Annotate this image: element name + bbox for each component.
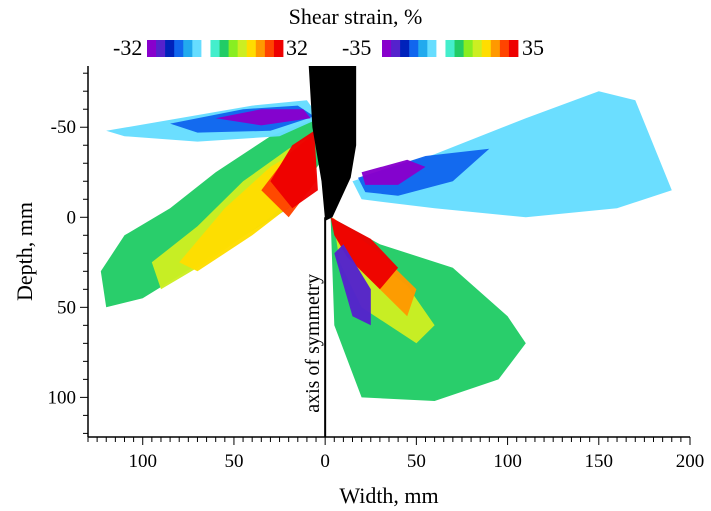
x-tick-label: 100 — [493, 451, 522, 472]
colorbar-0-swatch-8 — [219, 40, 229, 57]
chart-title: Shear strain, % — [288, 4, 423, 29]
colorbar-0-swatch-12 — [255, 40, 266, 57]
colorbar-1-swatch-14 — [508, 40, 519, 57]
y-tick-label: 50 — [57, 297, 76, 318]
colorbar-1-swatch-0 — [382, 40, 392, 57]
colorbar-1-swatch-10 — [472, 40, 483, 57]
colorbar-1-swatch-12 — [490, 40, 501, 57]
x-tick-label: 200 — [676, 451, 705, 472]
colorbar-1-swatch-13 — [499, 40, 510, 57]
x-tick-label: 150 — [585, 451, 614, 472]
colorbar-1-swatch-1 — [391, 40, 401, 57]
colorbar-1-swatch-3 — [409, 40, 419, 57]
colorbar-0-swatch-13 — [264, 40, 275, 57]
strain-zone-right-half-6 — [361, 159, 426, 185]
colorbar-0-swatch-14 — [273, 40, 284, 57]
colorbar-0-swatch-6 — [201, 40, 211, 57]
y-tick-label: 0 — [67, 207, 77, 228]
colorbar-1-swatch-2 — [400, 40, 410, 57]
colorbar-1-swatch-6 — [436, 40, 446, 57]
x-axis-label: Width, mm — [339, 483, 438, 508]
colorbar-0-swatch-11 — [246, 40, 257, 57]
strain-zone-right-half-7 — [334, 244, 371, 326]
colorbar-0-swatch-0 — [147, 40, 157, 57]
y-tick-label: 100 — [48, 387, 77, 408]
y-axis-label: Depth, mm — [12, 202, 37, 301]
strain-zone-left-half-4 — [270, 130, 318, 209]
colorbar-1-swatch-4 — [418, 40, 428, 57]
colorbar-0-swatch-1 — [156, 40, 166, 57]
x-tick-label: 100 — [128, 451, 157, 472]
colorbar-1-swatch-9 — [463, 40, 474, 57]
symmetry-label: axis of symmetry — [302, 274, 324, 413]
x-tick-label: 0 — [320, 451, 330, 472]
colorbar-0-swatch-7 — [210, 40, 220, 57]
colorbar-left-min-label: -32 — [113, 35, 143, 60]
strain-zone-right-half-3 — [330, 217, 399, 290]
x-tick-label: 50 — [407, 451, 426, 472]
colorbar-0-swatch-4 — [183, 40, 193, 57]
colorbar-0-swatch-3 — [174, 40, 184, 57]
colorbar-right-max-label: 35 — [522, 35, 544, 60]
colorbar-1-swatch-8 — [454, 40, 464, 57]
colorbar-right-min-label: -35 — [342, 35, 372, 60]
y-tick-label: -50 — [51, 117, 76, 138]
strain-zone-right-half-4 — [352, 91, 672, 218]
black-wedge — [308, 66, 357, 221]
x-tick-label: 50 — [224, 451, 243, 472]
colorbar-1-swatch-11 — [481, 40, 492, 57]
colorbar-0-swatch-9 — [228, 40, 239, 57]
colorbar-0-swatch-5 — [192, 40, 202, 57]
colorbar-1-swatch-5 — [427, 40, 437, 57]
colorbar-1-swatch-7 — [445, 40, 455, 57]
colorbar-0-swatch-2 — [165, 40, 175, 57]
strain-zone-left-half-7 — [215, 109, 311, 126]
colorbar-left-max-label: 32 — [286, 35, 308, 60]
colorbar-0-swatch-10 — [237, 40, 248, 57]
